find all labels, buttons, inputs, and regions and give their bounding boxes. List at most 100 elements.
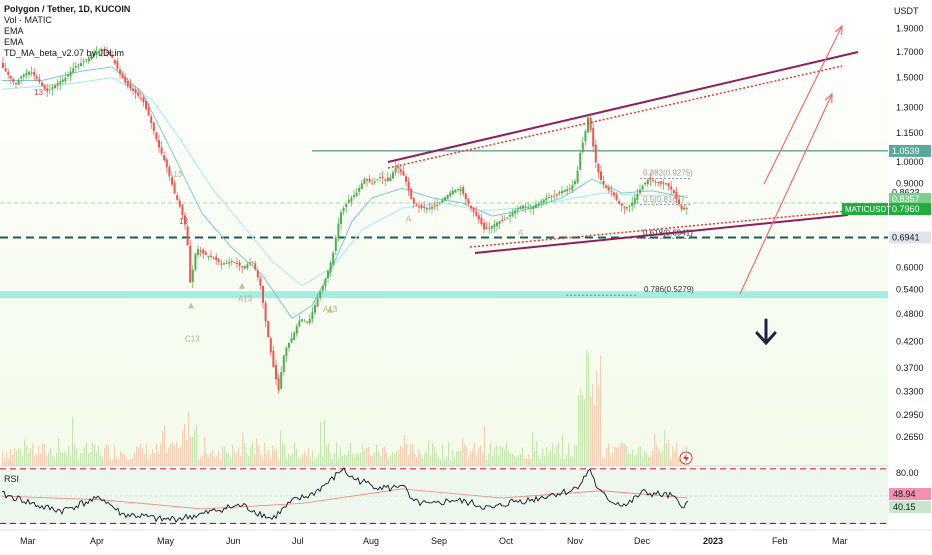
current-price-badge[interactable]	[889, 203, 931, 216]
volume-bar	[468, 457, 470, 466]
volume-bar	[344, 454, 346, 466]
candle-body	[472, 207, 475, 213]
price-tick-label: 0.3300	[896, 387, 924, 397]
symbol-title[interactable]: Polygon / Tether, 1D, KUCOIN	[4, 4, 131, 14]
candle-body	[399, 169, 402, 172]
ema-label-1[interactable]: EMA	[4, 26, 24, 36]
indicator-label[interactable]: TD_MA_beta_v2.07 by JDLim	[4, 48, 125, 58]
volume-bar	[524, 458, 526, 466]
volume-bar	[308, 448, 310, 466]
volume-bar	[504, 449, 506, 466]
price-badge-5[interactable]	[889, 231, 931, 244]
rsi-ma-badge[interactable]	[889, 501, 931, 513]
candle-body	[28, 71, 30, 75]
volume-bar	[396, 451, 398, 466]
price-tick-label: 0.2950	[896, 410, 924, 420]
candle-body	[288, 342, 290, 348]
volume-bar	[328, 443, 330, 466]
candle-body	[298, 320, 301, 327]
candle-body	[254, 263, 257, 270]
ema-label-2[interactable]: EMA	[4, 37, 24, 47]
candle-body	[340, 212, 342, 224]
volume-bar	[302, 454, 304, 466]
candle-body	[503, 219, 506, 221]
projection-arrow-2[interactable]	[739, 93, 833, 295]
volume-bar	[664, 429, 666, 466]
volume-bar	[90, 452, 92, 466]
candle-body	[236, 262, 238, 264]
volume-bar	[440, 459, 442, 466]
volume-bar	[196, 424, 198, 466]
price-axis[interactable]	[888, 0, 932, 550]
projection-arrow-1[interactable]	[763, 25, 843, 185]
volume-bar	[272, 445, 274, 466]
candle-body	[594, 144, 597, 163]
volume-bar	[666, 443, 668, 466]
candle-body	[529, 207, 532, 209]
price-tick-label: 0.3700	[896, 363, 924, 373]
candle-body	[173, 183, 176, 194]
volume-bar	[342, 455, 344, 466]
candle-body	[82, 61, 85, 63]
channel-lower-dotted-line[interactable]	[469, 210, 849, 248]
candle-body	[537, 202, 540, 206]
volume-bar	[456, 451, 458, 466]
time-tick-label: Sep	[431, 536, 447, 546]
volume-bar	[522, 447, 524, 466]
volume-bar	[534, 450, 536, 466]
candle-body	[15, 82, 17, 84]
volume-bar	[512, 453, 514, 466]
candle-body	[493, 224, 496, 228]
candle-body	[641, 185, 644, 190]
down-arrow-icon[interactable]	[755, 318, 777, 346]
candle-body	[46, 88, 49, 92]
price-badge-3[interactable]	[889, 193, 931, 206]
candle-body	[683, 207, 686, 210]
price-badge-1[interactable]	[889, 144, 931, 157]
volume-bar	[452, 449, 454, 466]
candle-body	[275, 365, 277, 380]
candle-body	[600, 171, 602, 180]
volume-bar	[54, 458, 56, 466]
candle-body	[576, 170, 579, 183]
time-tick-label: 2023	[703, 536, 723, 546]
volume-bar	[114, 445, 116, 466]
candle-body	[524, 206, 527, 208]
candle-body	[366, 179, 368, 181]
time-tick-label: Aug	[363, 536, 379, 546]
volume-bar	[536, 441, 538, 466]
time-tick-label: Jun	[226, 536, 241, 546]
volume-bar	[158, 452, 160, 466]
volume-label[interactable]: Vol · MATIC	[4, 15, 52, 25]
channel-lower-line[interactable]	[474, 214, 849, 254]
channel-upper-dotted-line[interactable]	[387, 65, 843, 169]
candle-body	[657, 181, 660, 183]
price-tick-label: 0.5400	[896, 285, 924, 295]
time-axis[interactable]	[0, 530, 932, 550]
volume-bar	[128, 459, 130, 466]
volume-bar	[390, 454, 392, 466]
time-tick-label: Apr	[90, 536, 104, 546]
symbol-badge[interactable]	[842, 203, 888, 216]
volume-bar	[120, 451, 122, 466]
rsi-label[interactable]: RSI	[4, 474, 19, 484]
candle-body	[111, 55, 114, 58]
volume-bar	[24, 439, 26, 466]
volume-bar	[508, 451, 510, 466]
volume-bar	[358, 454, 360, 466]
candle-body	[475, 211, 478, 216]
rsi-value-badge[interactable]	[889, 488, 931, 500]
candle-body	[319, 291, 322, 299]
candle-body	[675, 191, 678, 199]
channel-upper-line[interactable]	[387, 51, 859, 163]
volume-bar	[378, 451, 380, 466]
candle-body	[389, 177, 392, 181]
candle-body	[535, 204, 537, 209]
volume-bar	[588, 354, 590, 466]
candle-body	[90, 55, 93, 60]
candle-body	[459, 188, 462, 191]
volume-bar	[338, 457, 340, 466]
volume-bar	[640, 446, 642, 466]
